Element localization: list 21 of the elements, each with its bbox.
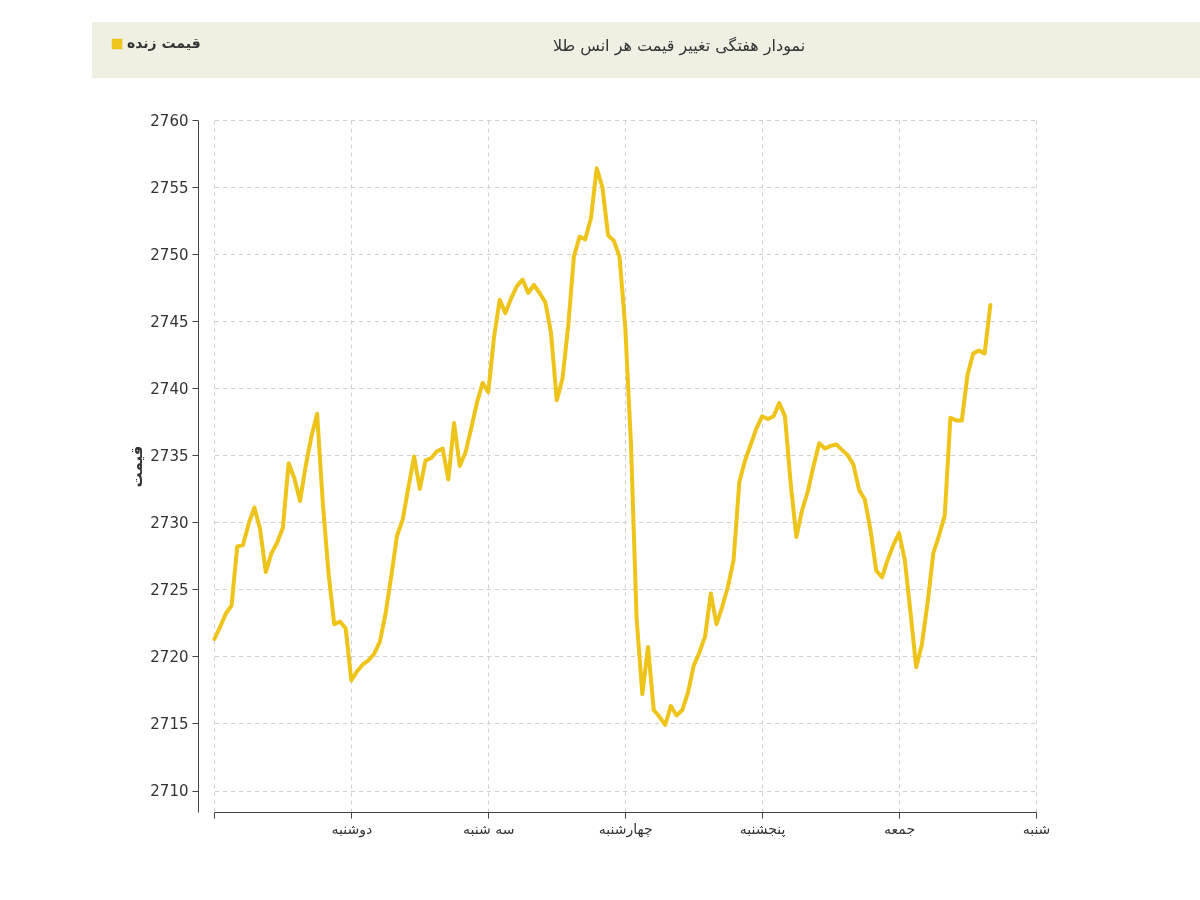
y-tick-label: 2755 [150,178,189,197]
y-tick-label: 2760 [150,111,189,130]
y-tick-label: 2725 [150,580,189,599]
x-tick-label: پنجشنبه [739,820,786,838]
y-tick-label: 2710 [150,782,189,801]
y-axis-title: قیمت [127,445,146,488]
x-tick-label: چهارشنبه [598,820,653,838]
chart-title: نمودار هفتگی تغییر قیمت هر انس طلا [551,36,807,56]
line-series [212,166,993,727]
y-tick-label: 2750 [150,245,189,264]
x-tick-label: سه شنبه [463,820,515,837]
y-tick-label: 2745 [150,312,189,331]
y-tick-label: 2715 [150,714,189,733]
legend-label: قیمت زنده [127,35,201,51]
y-tick-label: 2740 [150,379,189,398]
y-tick-label: 2735 [150,446,189,465]
x-tick-label: دوشنبه [331,820,373,838]
y-tick-label: 2720 [150,647,189,666]
x-tick-label: جمعه [884,820,916,837]
y-tick-label: 2730 [150,513,189,532]
x-tick-label: شنبه [1022,820,1051,837]
